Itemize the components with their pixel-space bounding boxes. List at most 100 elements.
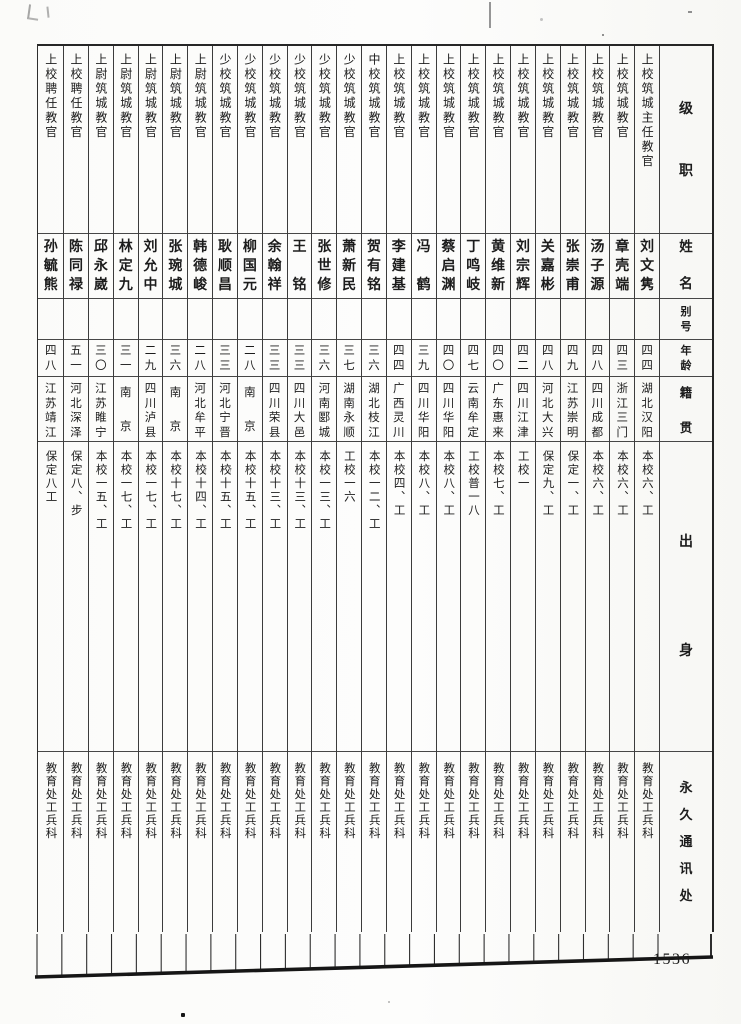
origin-cell: 本校十三、工 [262, 442, 287, 752]
native-place-cell: 四川泸县 [138, 377, 163, 442]
name-cell: 韩德峻 [188, 234, 213, 299]
name-cell: 邱永崴 [88, 234, 113, 299]
age-cell: 五一 [64, 340, 88, 377]
alias-cell [262, 299, 287, 340]
alias-cell [610, 299, 635, 340]
person-column: 少校筑城教官王铭三三四川大邑本校十三、工 教育处工兵科 [286, 46, 312, 932]
rank-cell: 上校筑城主任教官 [635, 46, 659, 234]
person-column: 上校聘任教官陈同禄五一河北深泽保定八、步 教育处工兵科 [63, 46, 88, 932]
name-cell: 冯鹤 [411, 234, 436, 299]
scan-artifact [181, 1013, 185, 1017]
rank-cell: 上校筑城教官 [436, 46, 461, 234]
native-place-cell: 河北宁晋 [213, 377, 237, 442]
rank-cell: 少校筑城教官 [287, 46, 312, 234]
header-alias: 别号 [660, 299, 712, 340]
age-cell: 四〇 [436, 340, 461, 377]
native-place-cell: 河北深泽 [64, 377, 88, 442]
origin-cell: 本校六、工 [585, 442, 610, 752]
age-cell: 四三 [610, 340, 635, 377]
rank-cell: 上校筑城教官 [461, 46, 486, 234]
origin-cell: 本校八、工 [411, 442, 436, 752]
name-cell: 王铭 [287, 234, 312, 299]
person-column: 上校筑城教官关嘉彬四八河北大兴保定九、工 教育处工兵科 [534, 46, 560, 932]
age-cell: 四八 [585, 340, 610, 377]
rank-cell: 中校筑城教官 [362, 46, 386, 234]
address-cell: 教育处工兵科 [516, 762, 531, 840]
address-cell: 教育处工兵科 [467, 762, 482, 840]
person-column: 上校筑城教官汤子源四八四川成都本校六、工 教育处工兵科 [584, 46, 610, 932]
native-place-cell: 四川江津 [511, 377, 535, 442]
age-cell: 四九 [560, 340, 585, 377]
alias-cell [337, 299, 362, 340]
alias-cell [486, 299, 511, 340]
address-cell: 教育处工兵科 [243, 762, 258, 840]
scan-artifact [388, 1001, 390, 1003]
person-column: 上尉筑城教官邱永崴三〇江苏睢宁本校一五、工 教育处工兵科 [87, 46, 113, 932]
address-cell: 教育处工兵科 [44, 762, 59, 840]
person-column: 上校筑城教官丁鸣岐四七云南牟定工校普一八 教育处工兵科 [460, 46, 486, 932]
address-cell: 教育处工兵科 [616, 762, 631, 840]
rank-cell: 上校筑城教官 [610, 46, 635, 234]
origin-cell: 保定八、步 [64, 442, 88, 752]
address-cell: 教育处工兵科 [193, 762, 208, 840]
name-cell: 孙毓熊 [38, 234, 64, 299]
rank-cell: 上校筑城教官 [585, 46, 610, 234]
origin-cell: 保定九、工 [535, 442, 560, 752]
alias-cell [635, 299, 659, 340]
scan-artifact [688, 11, 692, 13]
rank-cell: 上尉筑城教官 [188, 46, 213, 234]
age-cell: 三三 [262, 340, 287, 377]
native-place-cell: 江苏崇明 [560, 377, 585, 442]
person-column: 上校筑城教官章壳端四三浙江三门本校六、工 教育处工兵科 [609, 46, 635, 932]
native-place-cell: 浙江三门 [610, 377, 635, 442]
person-column: 上校筑城教官刘宗辉四二四川江津工校一 教育处工兵科 [510, 46, 535, 932]
name-cell: 陈同禄 [64, 234, 88, 299]
rank-cell: 上校筑城教官 [560, 46, 585, 234]
name-cell: 柳国元 [237, 234, 262, 299]
age-cell: 三七 [337, 340, 362, 377]
age-cell: 四八 [535, 340, 560, 377]
native-place-cell: 湖南永顺 [337, 377, 362, 442]
age-cell: 三三 [213, 340, 237, 377]
person-column: 上校筑城教官张崇甫四九江苏崇明保定一、工 教育处工兵科 [559, 46, 585, 932]
name-cell: 张崇甫 [560, 234, 585, 299]
address-cell: 教育处工兵科 [144, 762, 159, 840]
alias-cell [461, 299, 486, 340]
name-cell: 刘宗辉 [511, 234, 535, 299]
alias-cell [511, 299, 535, 340]
age-cell: 四二 [511, 340, 535, 377]
alias-cell [436, 299, 461, 340]
name-cell: 耿顺昌 [213, 234, 237, 299]
name-cell: 关嘉彬 [535, 234, 560, 299]
header-origin: 出身 [660, 442, 712, 752]
address-cell: 教育处工兵科 [367, 762, 382, 840]
name-cell: 蔡启渊 [436, 234, 461, 299]
name-cell: 林定九 [113, 234, 138, 299]
alias-cell [362, 299, 386, 340]
origin-cell: 本校六、工 [635, 442, 659, 752]
header-name: 姓名 [660, 234, 712, 299]
rank-cell: 上尉筑城教官 [88, 46, 113, 234]
alias-cell [188, 299, 213, 340]
alias-cell [411, 299, 436, 340]
address-cell: 教育处工兵科 [541, 762, 556, 840]
native-place-cell: 湖北汉阳 [635, 377, 659, 442]
person-column: 上校筑城教官李建基四四广西灵川本校四、工 教育处工兵科 [385, 46, 411, 932]
rank-cell: 上校筑城教官 [511, 46, 535, 234]
origin-cell: 本校八、工 [436, 442, 461, 752]
address-cell: 教育处工兵科 [591, 762, 606, 840]
person-column: 中校筑城教官贺有铭三六湖北枝江本校一二、工 教育处工兵科 [361, 46, 386, 932]
address-cell: 教育处工兵科 [566, 762, 581, 840]
person-column: 上校筑城教官冯鹤三九四川华阳本校八、工 教育处工兵科 [410, 46, 436, 932]
person-column: 少校筑城教官张世修三六河南郾城本校一三、工 教育处工兵科 [311, 46, 337, 932]
origin-cell: 工校普一八 [461, 442, 486, 752]
person-column: 上校筑城主任教官刘文隽四四湖北汉阳本校六、工 教育处工兵科 [634, 46, 659, 932]
rank-cell: 上校筑城教官 [535, 46, 560, 234]
alias-cell [312, 299, 337, 340]
person-column: 上校筑城教官蔡启渊四〇四川华阳本校八、工 教育处工兵科 [435, 46, 461, 932]
age-cell: 四四 [386, 340, 411, 377]
native-place-cell: 江苏睢宁 [88, 377, 113, 442]
address-cell: 教育处工兵科 [318, 762, 333, 840]
age-cell: 四八 [38, 340, 64, 377]
scan-artifact [39, 6, 50, 19]
